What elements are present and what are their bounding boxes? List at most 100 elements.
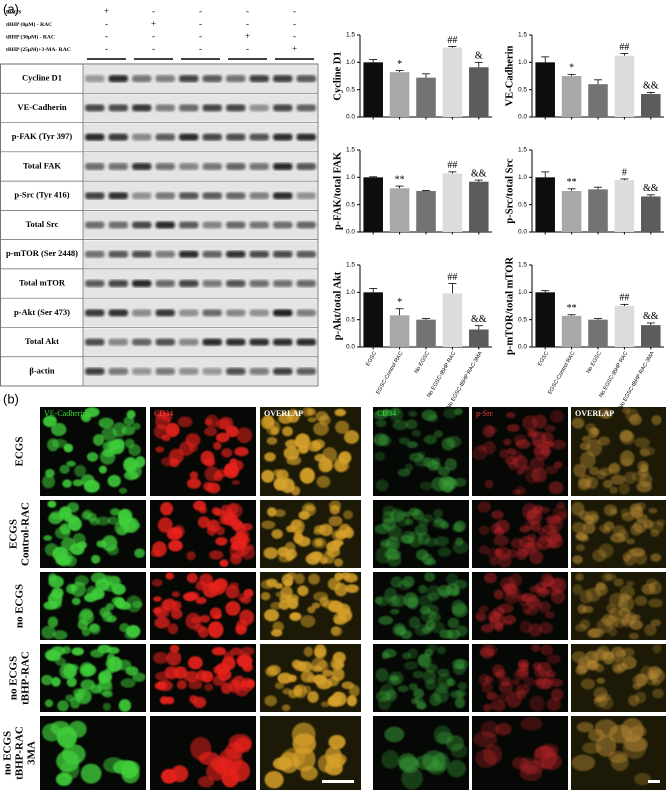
y-tick-label: 1.0 [346,174,355,181]
cell [419,481,433,491]
cell [260,592,271,601]
cell [581,435,592,443]
cell [215,537,228,546]
cell [621,512,636,522]
cell [430,621,445,634]
blot-band [132,309,152,317]
cell [648,598,663,608]
cell [231,480,240,485]
bar [442,47,463,117]
cell [190,737,212,761]
cell [302,685,312,694]
cell [189,471,199,480]
micrograph [472,572,568,640]
cell [516,486,526,496]
cell [610,474,626,485]
column-header: OVERLAP [575,409,614,418]
cell [123,457,138,473]
bar [588,84,608,117]
cell [207,621,224,639]
cell [204,418,213,426]
cell [386,552,402,567]
y-axis-label: p-Src/total Src [504,158,515,224]
cell [96,516,111,526]
cell [446,678,456,687]
cell [48,600,62,610]
cell [308,573,320,585]
cell [186,572,198,584]
cell [44,699,54,708]
cell [618,483,630,495]
bar [641,94,661,117]
cell [264,695,278,707]
blot-band [108,309,128,317]
blot-band [108,133,128,141]
bar [535,292,555,347]
cell [189,695,198,704]
cell [314,648,324,658]
cell [515,684,530,695]
cell [121,765,140,784]
cell [343,510,353,520]
cell [183,592,198,602]
cell [446,629,461,640]
cell [199,614,211,623]
blot-band [179,192,199,200]
treatment-sign: - [105,44,108,54]
cell [549,409,565,424]
cell [386,675,401,686]
cell [375,479,389,492]
cell [545,514,561,525]
blot-band [202,280,222,288]
micrograph [260,407,361,496]
cell [322,599,339,610]
cell [286,594,299,603]
cell [522,541,537,556]
cell [170,765,189,783]
cell [511,678,520,686]
cell [475,749,497,769]
cell [626,538,635,545]
y-tick-label: 0.0 [518,344,527,351]
blot-label: VE-Cadherin [17,102,66,112]
cell [312,537,327,549]
cell [66,460,76,467]
cell [596,408,613,419]
cell [579,589,593,604]
blot-band [155,221,175,229]
cell [189,444,199,453]
cell [412,670,425,679]
micrograph [472,644,568,712]
cell [228,733,252,751]
cell [41,625,56,639]
micrograph [260,500,361,568]
blot-band [155,192,175,200]
cell [299,467,315,484]
cell [99,448,116,465]
micrograph [571,716,666,790]
cell [540,644,554,656]
x-tick-label: No EGSC-tBHP RAC [598,351,629,399]
cell [443,408,458,419]
cell [171,591,180,598]
cell [153,651,168,664]
cell [573,463,586,477]
blot-band [249,338,269,346]
cell [264,609,279,622]
cell [291,722,316,747]
cell [621,717,644,743]
blot-label: Cycline D1 [22,73,62,83]
cell [331,539,344,547]
cell [531,644,541,652]
bar [469,67,489,117]
bar [363,62,383,117]
cell [51,422,67,437]
blot-band [296,309,316,317]
cell [426,604,439,615]
cell [505,691,522,708]
cell [331,529,347,541]
cell [585,423,596,432]
cell [421,553,434,565]
cell [194,624,205,633]
treatment-sign: - [246,44,249,54]
